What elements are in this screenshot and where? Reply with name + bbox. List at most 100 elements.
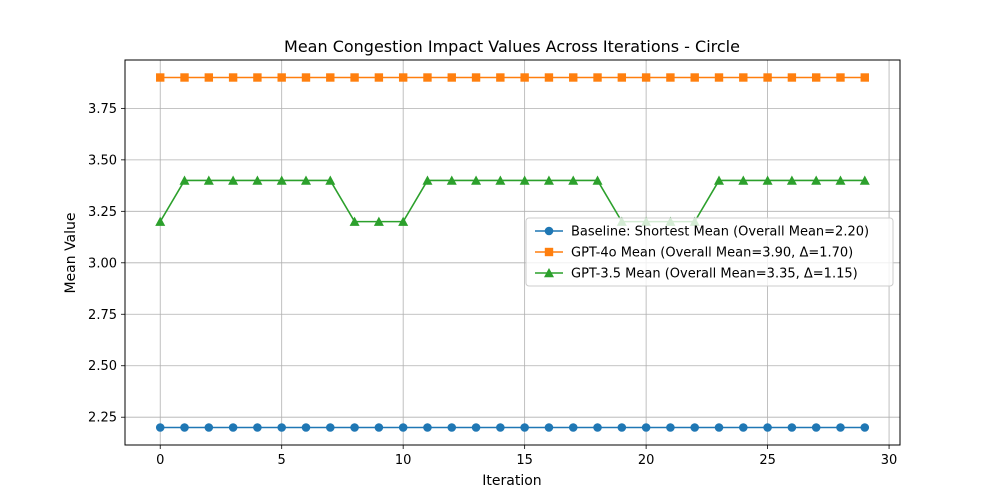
data-point [276,175,287,185]
data-point [568,423,578,432]
data-point [300,175,311,185]
legend-label: GPT-3.5 Mean (Overall Mean=3.35, Δ=1.15) [571,267,858,282]
data-point [690,73,699,82]
x-axis-title: Iteration [482,473,541,489]
data-point [738,175,749,185]
data-point [203,175,214,185]
data-point [787,73,797,82]
series-3 [155,175,870,226]
data-point [277,73,286,82]
data-point [374,73,384,82]
data-point [690,423,700,432]
x-tick-label: 15 [516,453,533,468]
data-point [860,423,870,432]
data-point [666,423,675,432]
data-point [373,216,384,226]
data-point [811,423,821,432]
y-tick-label: 3.25 [88,205,117,220]
data-point [543,175,554,185]
data-point [471,73,481,82]
data-point [228,175,239,185]
data-point [253,73,262,82]
x-tick-label: 10 [395,453,412,468]
legend-label: GPT-4o Mean (Overall Mean=3.90, Δ=1.70) [571,246,853,261]
data-point [519,175,530,185]
data-point [349,216,360,226]
data-point [471,423,481,432]
y-tick-label: 2.50 [88,359,117,374]
data-point [666,73,675,82]
data-point [860,73,869,82]
data-point [836,73,845,82]
legend-box [525,217,894,287]
data-point [471,175,482,185]
x-tick-label: 5 [278,453,286,468]
y-tick-label: 3.00 [88,256,117,271]
data-point [592,175,603,185]
data-point [253,423,262,432]
y-tick-label: 3.50 [88,153,117,168]
data-point [374,423,384,432]
data-point [859,175,870,185]
data-point [422,175,433,185]
data-point [641,423,651,432]
data-point [156,73,165,82]
y-tick-label: 2.25 [88,411,117,426]
axis-ticks: 0 5 10 15 20 25 30 2.25 2.50 2.75 3.00 3.25 3.50 3.75 [88,102,897,468]
data-point [496,423,505,432]
plot-frame [124,59,901,446]
data-point [544,423,554,432]
data-point [544,73,554,82]
series-line [159,179,865,223]
data-point [786,175,797,185]
data-point [811,73,821,82]
data-point [569,73,578,82]
data-point [179,175,190,185]
data-point [204,423,214,432]
data-point [714,423,724,432]
series-2 [156,73,869,82]
legend-item: GPT-3.5 Mean (Overall Mean=3.35, Δ=1.15) [535,267,858,282]
legend-label: Baseline: Shortest Mean (Overall Mean=2.… [571,225,869,240]
data-point [423,73,432,82]
data-point [252,175,263,185]
data-point [204,73,214,82]
data-point [835,175,846,185]
x-tick-label: 0 [156,453,164,468]
data-point [447,423,457,432]
data-point [228,423,238,432]
x-tick-label: 25 [759,453,776,468]
data-point [326,73,335,82]
y-tick-label: 2.75 [88,308,117,323]
data-point [398,423,408,432]
data-point [398,73,408,82]
legend-item: Baseline: Shortest Mean (Overall Mean=2.… [535,225,869,240]
legend-marker [544,226,554,236]
data-point [617,73,627,82]
x-tick-label: 30 [881,453,898,468]
legend-item: GPT-4o Mean (Overall Mean=3.90, Δ=1.70) [535,246,853,261]
data-point [568,175,579,185]
data-point [350,423,359,432]
data-point [593,73,602,82]
data-point [447,73,456,82]
data-point [496,73,505,82]
data-point [155,423,165,432]
data-point [763,73,772,82]
data-point [155,216,166,226]
data-point [325,175,336,185]
data-point [301,423,311,432]
data-point [714,175,725,185]
data-point [350,73,359,82]
data-point [325,423,335,432]
chart-title: Mean Congestion Impact Values Across Ite… [284,37,740,56]
data-point [641,73,651,82]
x-tick-label: 20 [638,453,655,468]
data-point [763,423,772,432]
data-point [762,175,773,185]
data-point [423,423,432,432]
data-point [714,73,724,82]
data-point [739,73,748,82]
y-tick-label: 3.75 [88,102,117,117]
